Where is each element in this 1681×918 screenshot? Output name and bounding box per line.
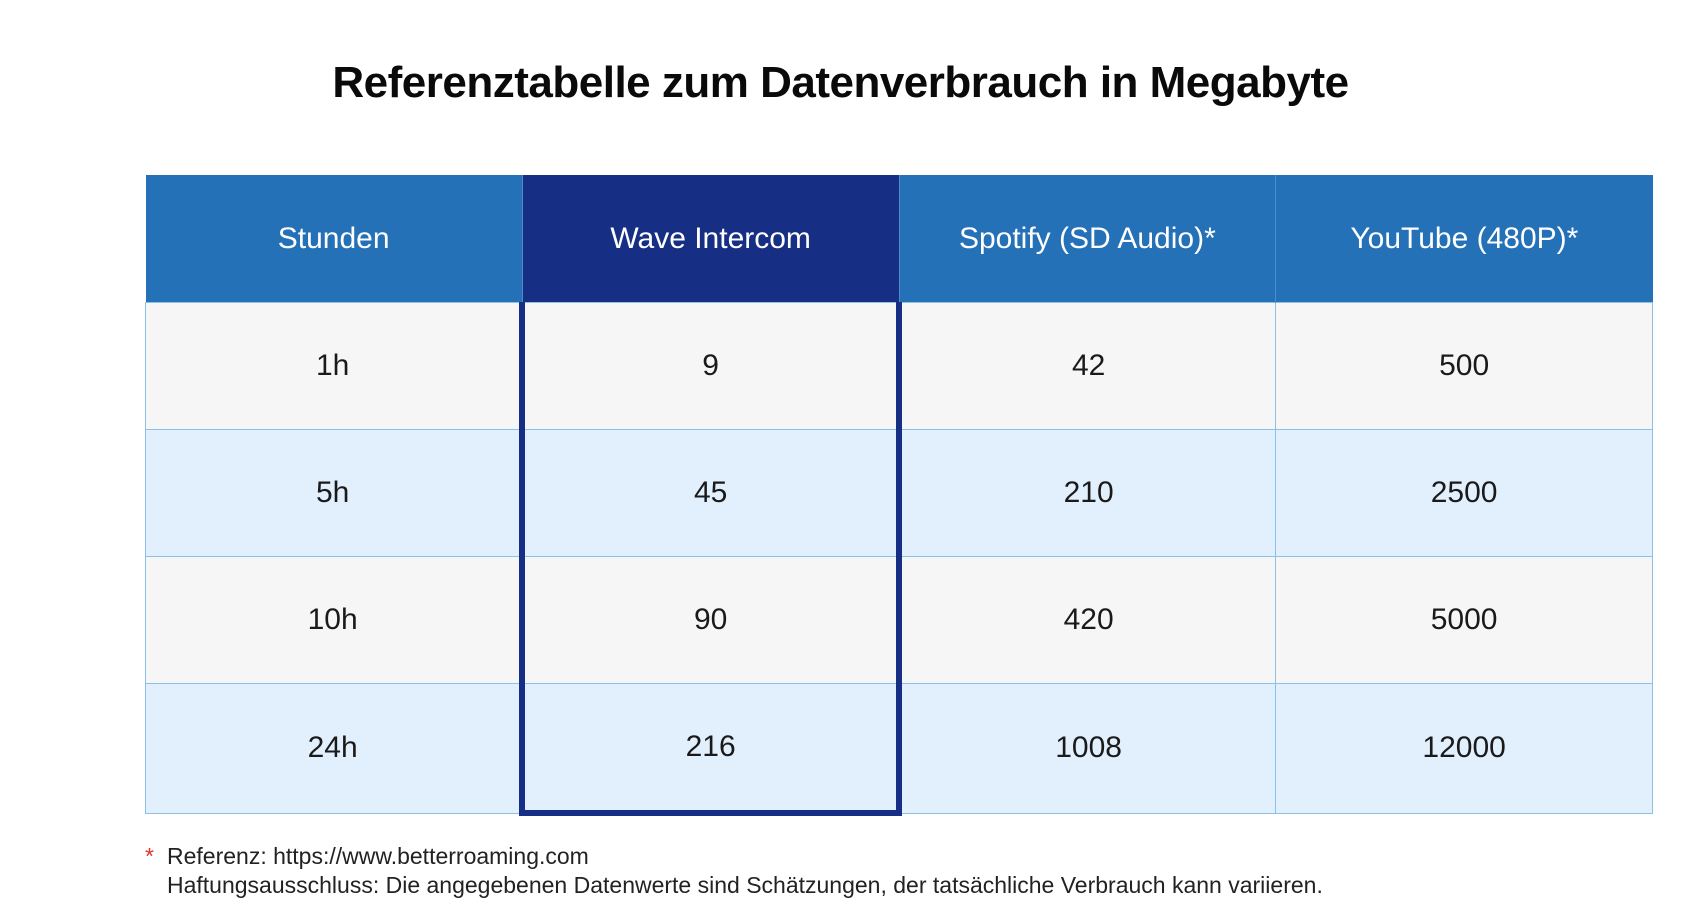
asterisk-marker: * [145, 843, 154, 869]
cell-hours: 5h [145, 429, 523, 557]
table-row: 10h 90 420 5000 [145, 556, 1653, 684]
header-hours: Stunden [145, 175, 523, 303]
table-header-row: Stunden Wave Intercom Spotify (SD Audio)… [145, 175, 1653, 303]
footnote-disclaimer: Haftungsausschluss: Die angegebenen Date… [167, 872, 1323, 898]
cell-youtube: 12000 [1275, 683, 1653, 814]
cell-wave-intercom: 90 [519, 556, 902, 684]
cell-hours: 1h [145, 302, 523, 430]
cell-spotify: 1008 [898, 683, 1277, 814]
cell-spotify: 210 [898, 429, 1277, 557]
cell-spotify: 420 [898, 556, 1277, 684]
header-spotify: Spotify (SD Audio)* [899, 175, 1277, 303]
table-row: 1h 9 42 500 [145, 302, 1653, 430]
table-row: 24h 216 1008 12000 [145, 683, 1653, 816]
footnote: * Referenz: https://www.betterroaming.com… [145, 842, 1323, 900]
cell-youtube: 500 [1275, 302, 1653, 430]
cell-wave-intercom: 9 [519, 302, 902, 430]
cell-hours: 24h [145, 683, 523, 814]
header-wave-intercom: Wave Intercom [522, 175, 900, 303]
cell-wave-intercom: 45 [519, 429, 902, 557]
table-row: 5h 45 210 2500 [145, 429, 1653, 557]
footnote-reference: Referenz: https://www.betterroaming.com [167, 843, 589, 869]
cell-youtube: 2500 [1275, 429, 1653, 557]
cell-hours: 10h [145, 556, 523, 684]
data-usage-table: Stunden Wave Intercom Spotify (SD Audio)… [145, 175, 1653, 816]
page-title: Referenztabelle zum Datenverbrauch in Me… [332, 58, 1349, 107]
header-youtube: YouTube (480P)* [1275, 175, 1653, 303]
footnote-reference-line: * Referenz: https://www.betterroaming.com [145, 842, 1323, 871]
cell-wave-intercom: 216 [519, 683, 902, 816]
cell-youtube: 5000 [1275, 556, 1653, 684]
cell-spotify: 42 [898, 302, 1277, 430]
